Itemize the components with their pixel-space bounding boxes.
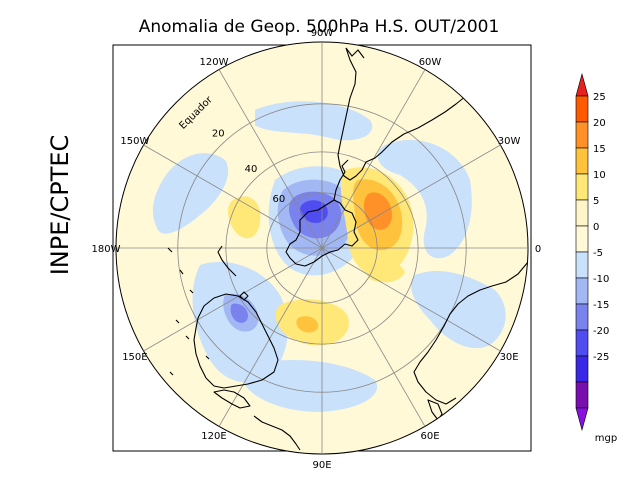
map-title: Anomalia de Geop. 500hPa H.S. OUT/2001: [139, 17, 500, 37]
colorbar-level-6: -5: [593, 248, 603, 259]
colorbar-level-7: -10: [593, 274, 609, 285]
south-america-west-tip: [345, 47, 365, 59]
meridian-11: [218, 69, 323, 249]
longitude-label-7: 120E: [201, 431, 226, 442]
antarctic-peninsula-coastline: [333, 159, 349, 201]
colorbar-level-1: 20: [593, 118, 606, 129]
longitude-label-8: 150E: [122, 352, 147, 363]
negative-anomaly-indian-ocean: [243, 360, 378, 412]
meridian-8: [143, 247, 323, 352]
colorbar-unit-label: mgp: [595, 433, 617, 444]
colorbar-swatch-11: [575, 381, 589, 409]
positive-anomaly-south-atlantic-band: [365, 258, 405, 283]
colorbar-swatch-8: [575, 303, 589, 331]
longitude-labels: 90W 60W 30W 0 30E 60E 90E 120E 150E 180W 150W 120W: [92, 28, 542, 471]
negative-anomaly-atlantic: [410, 270, 506, 349]
longitude-label-11: 120W: [200, 57, 229, 68]
positive-anomaly-indian-core: [296, 316, 319, 333]
colorbar-bottom-arrow: [575, 407, 589, 432]
coastlines: [167, 47, 528, 451]
colorbar-level-2: 15: [593, 144, 606, 155]
colorbar-swatch-4: [575, 199, 589, 227]
colorbar-swatch-0: [575, 95, 589, 123]
negative-anomaly-polar-peak: [300, 200, 328, 223]
longitude-label-3: 0: [535, 244, 541, 255]
longitude-label-1: 60W: [419, 57, 442, 68]
longitude-label-5: 60E: [420, 431, 439, 442]
south-america-coastline: [337, 47, 495, 181]
colorbar-level-10: -25: [593, 352, 609, 363]
new-guinea-coastline: [213, 389, 251, 409]
meridian-10: [143, 144, 323, 249]
australia-coastline: [193, 293, 279, 389]
new-zealand-coastline: [217, 245, 237, 277]
colorbar-level-8: -15: [593, 300, 609, 311]
longitude-label-9: 180W: [92, 244, 121, 255]
indonesia-coastline: [253, 415, 301, 451]
meridian-2: [321, 144, 501, 249]
negative-anomaly-pacific-west: [152, 153, 229, 234]
positive-anomaly-pacific: [228, 196, 261, 239]
pacific-islands: [167, 247, 210, 376]
longitude-label-0: 90W: [311, 28, 334, 39]
latitude-label-1: 20: [212, 129, 225, 140]
colorbar-swatch-2: [575, 147, 589, 175]
colorbar-swatch-6: [575, 251, 589, 279]
longitude-label-4: 30E: [500, 352, 519, 363]
colorbar-swatch-1: [575, 121, 589, 149]
negative-anomaly-south-america-band: [377, 139, 472, 259]
colorbar-level-3: 10: [593, 170, 606, 181]
longitude-label-10: 150W: [120, 136, 149, 147]
colorbar-level-5: 0: [593, 222, 599, 233]
colorbar-swatch-3: [575, 173, 589, 201]
colorbar-level-4: 5: [593, 196, 599, 207]
colorbar-swatch-10: [575, 355, 589, 383]
latitude-label-3: 60: [273, 194, 286, 205]
longitude-label-6: 90E: [312, 460, 331, 471]
colorbar-level-9: -20: [593, 326, 609, 337]
colorbar: 25 20 15 10 5 0 -5 -10 -15 -20 -25: [575, 72, 609, 432]
meridian-5: [321, 247, 426, 427]
colorbar-top-arrow: [575, 72, 589, 97]
positive-anomaly-atlantic-core: [364, 192, 392, 230]
anomaly-map: [115, 41, 529, 455]
graticule: [116, 42, 528, 454]
tasmania-coastline: [239, 291, 249, 301]
institution-label: INPE/CPTEC: [46, 135, 74, 276]
colorbar-swatch-5: [575, 225, 589, 253]
africa-coastline: [413, 261, 528, 405]
negative-anomaly-australia-core: [230, 303, 248, 323]
colorbar-level-0: 25: [593, 92, 606, 103]
latitude-label-2: 40: [245, 164, 258, 175]
meridian-7: [218, 247, 323, 427]
longitude-label-2: 30W: [498, 136, 521, 147]
colorbar-swatch-7: [575, 277, 589, 305]
colorbar-swatch-9: [575, 329, 589, 357]
meridian-4: [321, 247, 501, 352]
